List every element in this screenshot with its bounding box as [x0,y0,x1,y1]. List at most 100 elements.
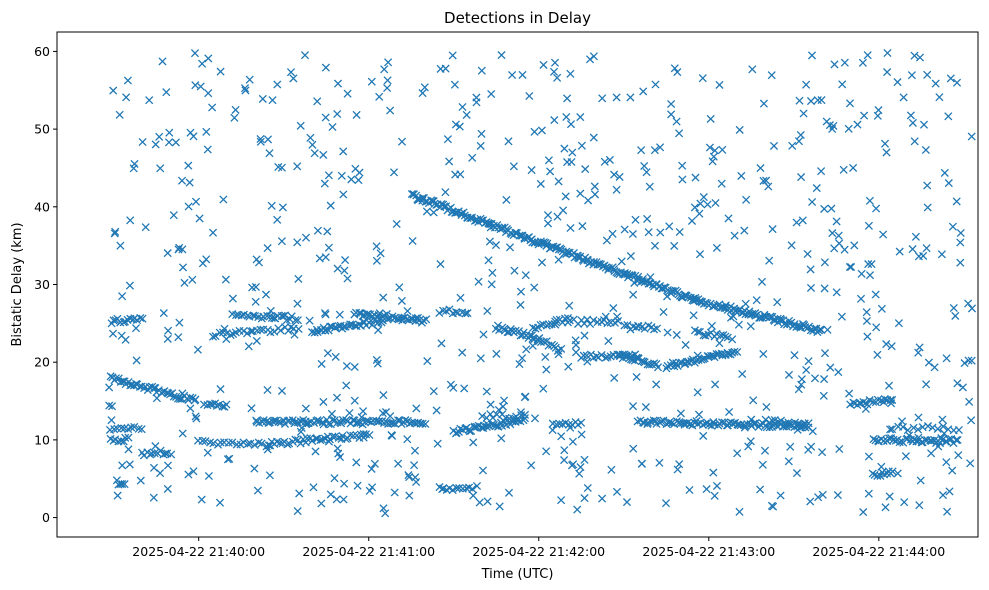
data-point-995 [909,423,918,432]
data-point-1181 [802,365,811,375]
data-point-1582 [944,112,953,121]
data-point-1193 [670,241,679,250]
data-point-1617 [469,491,478,500]
data-point-1717 [650,241,660,250]
data-point-1440 [472,93,481,102]
data-point-1705 [598,494,607,503]
data-point-1643 [339,190,348,199]
data-point-1061 [120,480,129,489]
data-point-1071 [949,303,958,313]
data-point-1540 [383,76,392,85]
data-point-1794 [804,357,813,366]
data-point-1779 [317,499,326,508]
data-point-442 [384,314,393,323]
data-point-1143 [539,384,548,393]
data-point-1684 [387,431,396,440]
data-point-1121 [293,299,302,308]
data-point-1498 [864,452,873,461]
data-point-1216 [516,287,526,296]
data-point-1401 [589,133,598,142]
data-point-1740 [222,335,231,344]
data-point-707 [272,416,281,425]
data-point-627 [701,331,710,340]
data-point-1789 [390,488,399,497]
data-point-1264 [156,164,165,173]
data-point-1385 [576,189,585,198]
data-point-1631 [677,293,686,302]
data-point-641 [209,439,218,448]
data-point-1075 [871,290,880,299]
data-point-1249 [221,275,230,284]
data-point-1745 [372,242,381,251]
data-point-1575 [581,165,590,174]
data-point-1431 [193,345,202,354]
x-tick-label-0: 2025-04-22 21:40:00 [132,544,265,559]
data-point-1310 [321,63,330,72]
data-point-1499 [256,137,265,146]
data-point-1526 [528,341,537,350]
data-point-1767 [580,331,589,340]
data-point-527 [589,316,598,325]
data-point-1788 [710,146,719,155]
data-point-1622 [887,342,896,351]
data-point-1708 [373,359,382,368]
data-point-1723 [494,405,503,414]
data-point-1698 [828,229,837,238]
data-point-1112 [492,349,501,358]
data-point-1481 [665,222,674,231]
data-point-1328 [376,249,385,258]
data-point-1616 [169,211,178,220]
data-point-1678 [864,221,873,230]
data-point-1564 [203,145,212,154]
data-point-1241 [667,110,676,119]
data-point-1158 [123,76,132,85]
data-point-1808 [324,437,333,446]
data-point-1806 [177,176,187,185]
data-point-1566 [749,396,758,405]
data-point-1460 [164,326,173,335]
data-point-677 [316,436,325,445]
data-point-878 [717,418,727,427]
data-point-1258 [263,445,272,454]
data-point-649 [239,438,248,447]
data-point-1500 [118,292,127,301]
data-point-1502 [195,214,204,223]
data-point-1442 [132,356,141,365]
data-point-1316 [175,318,184,327]
data-point-1113 [820,284,829,293]
data-point-1416 [861,404,870,414]
data-point-1178 [612,185,621,194]
data-point-1343 [773,298,782,307]
data-point-1744 [333,444,342,453]
data-point-1669 [796,423,805,432]
data-point-1718 [940,168,949,177]
data-point-1662 [577,141,586,150]
data-point-1109 [418,89,427,98]
data-point-1587 [411,317,420,326]
data-point-1296 [333,264,342,273]
data-point-1322 [608,229,617,238]
y-tick-label-30: 30 [34,277,50,292]
data-point-1102 [756,164,765,173]
data-point-1612 [125,460,134,469]
data-point-1651 [482,387,491,396]
data-point-1685 [359,407,368,416]
data-point-1536 [633,321,643,330]
data-point-1021 [134,424,143,433]
data-point-1410 [626,252,635,261]
data-point-1776 [845,262,854,272]
data-point-556 [623,321,632,330]
data-point-125 [511,229,520,238]
data-point-1638 [825,121,834,130]
data-point-1365 [131,324,141,333]
data-point-728 [318,418,327,427]
data-point-1646 [311,447,320,456]
data-point-1799 [681,359,690,368]
data-point-1668 [520,393,529,402]
data-point-1559 [858,58,867,67]
x-tick-label-1: 2025-04-22 21:41:00 [302,544,435,559]
data-point-1671 [460,384,469,393]
data-point-1016 [117,424,126,433]
data-point-1525 [808,427,817,436]
